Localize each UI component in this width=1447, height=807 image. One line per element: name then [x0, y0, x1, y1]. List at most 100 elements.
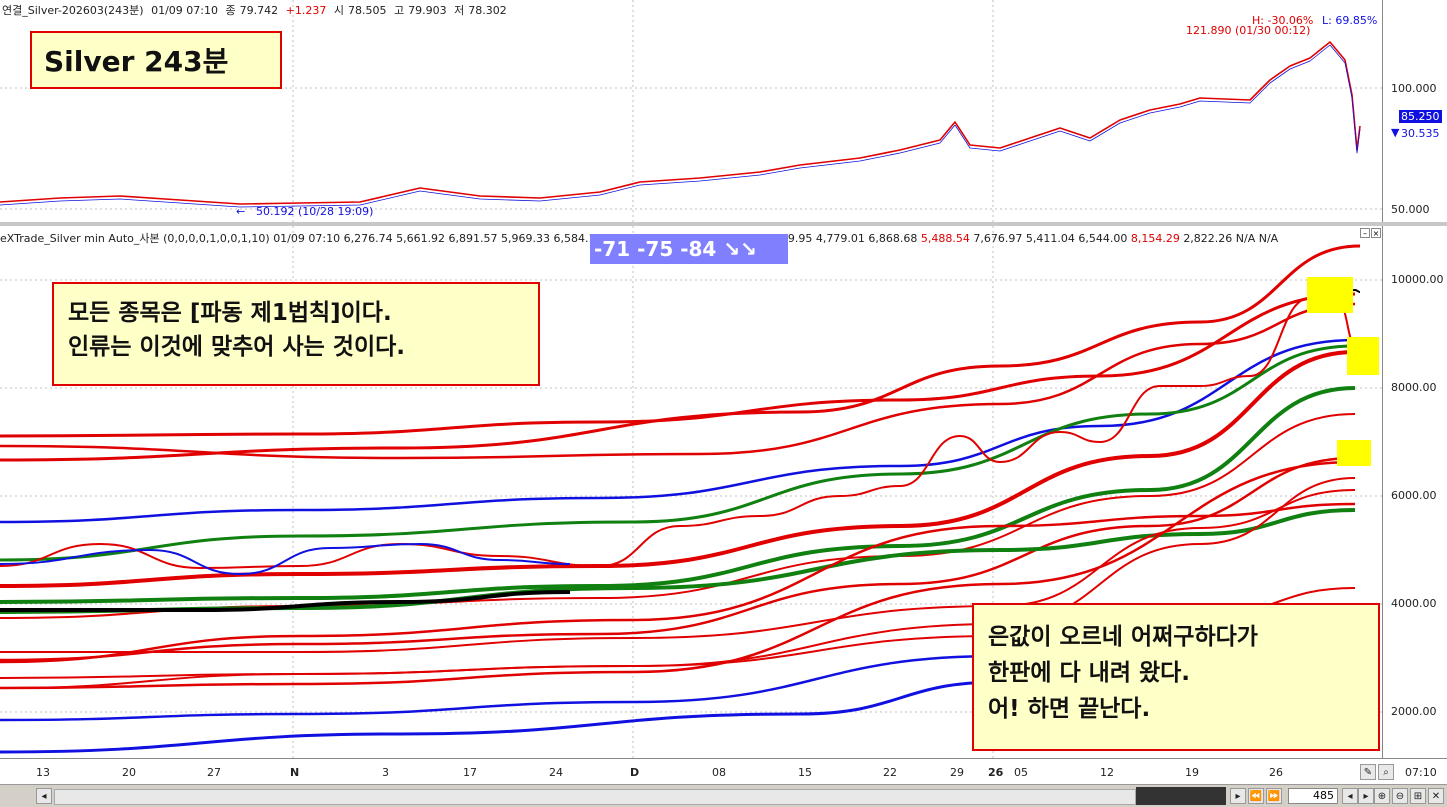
fast-forward-icon[interactable]: ⏩: [1266, 788, 1282, 804]
wave-law-box: 모든 종목은 [파동 제1법칙]이다. 인류는 이것에 맞추어 사는 것이다.: [52, 282, 540, 386]
fit-icon[interactable]: ⊞: [1410, 788, 1426, 804]
close-chart-icon[interactable]: ✕: [1428, 788, 1444, 804]
band-upper-3: [0, 302, 1356, 460]
x-tick-month: D: [630, 766, 640, 779]
pane-minimize-button[interactable]: –: [1360, 228, 1370, 238]
price-header: 연결_Silver-202603(243분) 01/09 07:10 종 79.7…: [2, 2, 511, 18]
low-label: 저: [454, 4, 465, 17]
datetime-label: 01/09 07:10: [151, 4, 218, 17]
low-value: 78.302: [468, 4, 507, 17]
band-red-7: [0, 502, 1356, 664]
silver-comment-line1: 은값이 오르네 어쩌구하다가: [988, 624, 1258, 650]
current-price-tag: 85.250: [1399, 110, 1442, 123]
title-box: Silver 243분: [30, 31, 282, 89]
ind-tick-2000: 2000.00: [1391, 705, 1437, 718]
x-tick: 3: [382, 766, 389, 779]
x-tick: 22: [883, 766, 897, 779]
close-label: 종: [225, 4, 236, 17]
price-tick-50: 50.000: [1391, 203, 1430, 216]
band-upper-2: [0, 292, 1356, 438]
zoom-in-icon[interactable]: ⊕: [1374, 788, 1390, 804]
close-value: 79.742: [239, 4, 279, 17]
band-red-8: [0, 489, 1356, 653]
expand-icon[interactable]: ▸: [1358, 788, 1374, 804]
highlight-top: [1307, 277, 1353, 313]
price-chart-pane[interactable]: 연결_Silver-202603(243분) 01/09 07:10 종 79.7…: [0, 0, 1447, 222]
bar-count-field[interactable]: 485: [1288, 788, 1338, 804]
silver-comment-box: 은값이 오르네 어쩌구하다가 한판에 다 내려 왔다. 어! 하면 끝난다.: [972, 603, 1380, 751]
symbol-label: 연결_Silver-202603(243분): [2, 4, 144, 17]
wave-law-line1: 모든 종목은 [파동 제1법칙]이다.: [68, 300, 392, 326]
indicator-value-red-2: 8,154.29: [1130, 232, 1180, 245]
x-tick: 24: [549, 766, 563, 779]
wave-badge: -71 -75 -84 ↘↘: [590, 234, 788, 264]
low-annotation: 50.192 (10/28 19:09): [256, 205, 374, 218]
silver-comment-line2: 한판에 다 내려 왔다.: [988, 660, 1191, 686]
pane-separator[interactable]: [0, 222, 1447, 226]
indicator-values-2: 7,676.97 5,411.04 6,544.00: [973, 232, 1128, 245]
x-tick: 20: [122, 766, 136, 779]
indicator-name: eXTrade_Silver min Auto_사본: [0, 232, 160, 245]
wave-law-line2: 인류는 이것에 맞추어 사는 것이다.: [68, 334, 406, 360]
band-upper-1: [0, 244, 1361, 462]
zoom-icon[interactable]: ⌕: [1378, 764, 1394, 780]
low-pct-annotation: L: 69.85%: [1322, 14, 1378, 27]
ind-tick-6000: 6000.00: [1391, 489, 1437, 502]
band-red-5: [0, 456, 1356, 662]
shrink-icon[interactable]: ◂: [1342, 788, 1358, 804]
ind-tick-10000: 10000.00: [1391, 273, 1444, 286]
price-series-line: [0, 41, 1361, 205]
x-tick-month: N: [290, 766, 300, 779]
x-tick: 08: [712, 766, 726, 779]
open-label: 시: [333, 4, 344, 17]
indicator-chart-plot[interactable]: [0, 226, 1382, 758]
band-black: [0, 590, 571, 613]
x-tick: 19: [1185, 766, 1199, 779]
chart-edit-icon[interactable]: ✎: [1360, 764, 1376, 780]
scroll-thumb[interactable]: [1136, 787, 1226, 805]
high-value: 79.903: [408, 4, 447, 17]
high-annotation: 121.890 (01/30 00:12): [1186, 24, 1311, 37]
x-axis[interactable]: 13 20 27 N 3 17 24 D 08 15 22 29 26 05 1…: [0, 758, 1447, 785]
oscillator-blue: [0, 543, 571, 575]
scroll-left-icon[interactable]: ◂: [36, 788, 52, 804]
band-blue-1: [0, 338, 1356, 524]
highlight-bottom: [1337, 440, 1371, 466]
pane-close-button[interactable]: ×: [1371, 228, 1381, 238]
zoom-out-icon[interactable]: ⊖: [1392, 788, 1408, 804]
x-tick: 27: [207, 766, 221, 779]
price-series-shadow: [0, 44, 1361, 208]
x-tick: 15: [798, 766, 812, 779]
x-tick: 26: [1269, 766, 1283, 779]
price-y-axis[interactable]: 100.000 50.000 85.250 ▼ 30.535: [1382, 0, 1447, 222]
high-label: 고: [393, 4, 405, 17]
high-pct-annotation: H: -30.06%: [1252, 14, 1314, 27]
indicator-datetime: 01/09 07:10: [273, 232, 341, 245]
indicator-params: (0,0,0,0,1,0,0,1,10): [163, 232, 270, 245]
x-axis-time: 07:10: [1405, 766, 1437, 779]
rewind-icon[interactable]: ⏪: [1248, 788, 1264, 804]
x-tick: 17: [463, 766, 477, 779]
sub-value-marker: ▼: [1391, 126, 1400, 139]
band-mid-red: [0, 350, 1356, 588]
scroll-track[interactable]: [54, 789, 1136, 805]
x-tick-year: 26: [988, 766, 1004, 779]
oscillator-red: [0, 297, 1356, 569]
scroll-right-icon[interactable]: ▸: [1230, 788, 1246, 804]
low-annotation-arrow: ←: [236, 205, 246, 218]
price-tick-100: 100.000: [1391, 82, 1437, 95]
band-green-1: [0, 344, 1356, 562]
highlight-middle: [1347, 337, 1379, 375]
x-tick: 13: [36, 766, 50, 779]
price-chart-plot[interactable]: [0, 0, 1382, 222]
indicator-y-axis[interactable]: 10000.00 8000.00 6000.00 4000.00 2000.00: [1382, 226, 1447, 758]
ind-tick-8000: 8000.00: [1391, 381, 1437, 394]
chart-scrollbar[interactable]: ◂ ▸ ⏪ ⏩ 485 ◂ ▸ ⊕ ⊖ ⊞ ✕: [0, 784, 1447, 807]
indicator-value-red-1: 5,488.54: [920, 232, 970, 245]
x-tick: 05: [1014, 766, 1028, 779]
indicator-values-tail: 2,822.26 N/A N/A: [1183, 232, 1279, 245]
open-value: 78.505: [347, 4, 387, 17]
band-red-9: [0, 460, 1356, 690]
silver-comment-line3: 어! 하면 끝난다.: [988, 696, 1151, 722]
ind-tick-4000: 4000.00: [1391, 597, 1437, 610]
